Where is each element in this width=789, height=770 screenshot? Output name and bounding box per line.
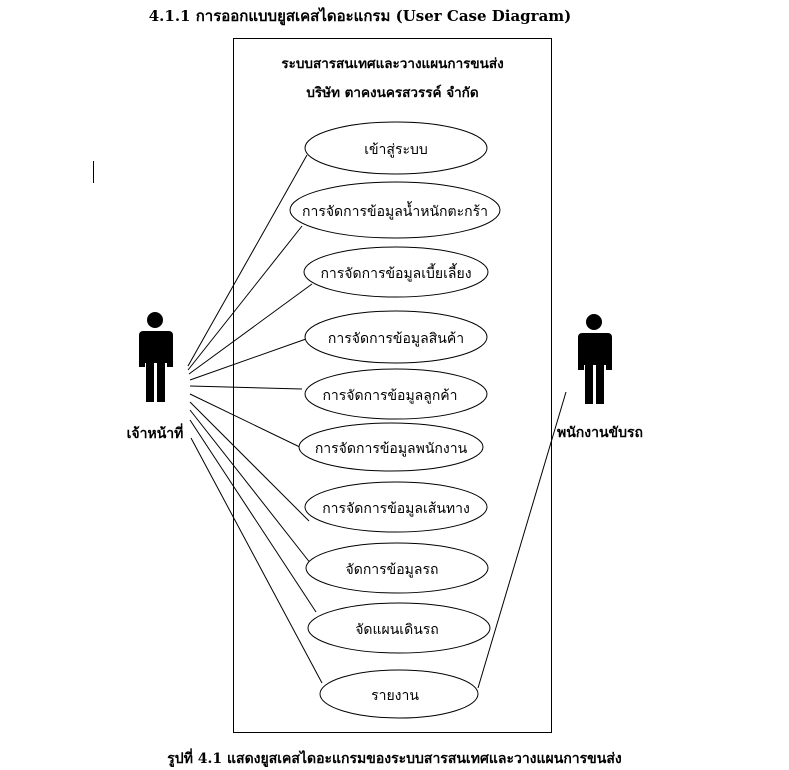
system-boundary xyxy=(233,38,552,733)
assoc-line-driver-report xyxy=(477,391,567,689)
assoc-line-report xyxy=(190,437,323,684)
use-case-login: เข้าสู่ระบบ xyxy=(364,142,428,158)
assoc-line-product xyxy=(189,338,307,381)
use-case-report: รายงาน xyxy=(371,688,419,704)
assoc-line-allowance xyxy=(188,283,313,375)
use-case-product: การจัดการข้อมูลสินค้า xyxy=(328,331,464,347)
system-title-line1: ระบบสารสนเทศและวางแผนการขนส่ง xyxy=(281,56,504,72)
driver-actor-icon xyxy=(578,314,612,404)
use-case-basket-weight: การจัดการข้อมูลน้ำหนักตะกร้า xyxy=(302,201,488,220)
actor-label-officer: เจ้าหน้าที่ xyxy=(127,423,184,442)
use-case-ellipses xyxy=(289,121,501,719)
assoc-line-plan xyxy=(189,419,317,613)
use-case-ellipse xyxy=(319,669,479,719)
officer-actor-icon xyxy=(139,312,173,402)
use-case-ellipse xyxy=(304,481,488,533)
use-case-employee: การจัดการข้อมูลพนักงาน xyxy=(315,441,468,457)
use-case-vehicle: จัดการข้อมูลรถ xyxy=(346,562,439,578)
use-case-route: การจัดการข้อมูลเส้นทาง xyxy=(322,501,470,517)
actor-label-driver: พนักงานขับรถ xyxy=(557,425,643,441)
use-case-ellipse xyxy=(305,542,489,594)
assoc-line-employee xyxy=(189,393,307,451)
section-heading: 4.1.1 การออกแบบยูสเคสไดอะแกรม (User Case… xyxy=(148,7,572,25)
use-case-ellipse xyxy=(304,368,488,420)
use-case-customer: การจัดการข้อมูลลูกค้า xyxy=(322,388,457,404)
use-case-ellipse xyxy=(289,181,501,239)
use-case-allowance: การจัดการข้อมูลเบี้ยเลี้ยง xyxy=(320,263,471,282)
assoc-line-login xyxy=(187,154,308,367)
text-cursor xyxy=(93,161,94,183)
use-case-ellipse xyxy=(304,121,488,175)
use-case-ellipse xyxy=(303,246,489,298)
use-case-ellipse xyxy=(298,422,484,472)
assoc-line-basket-weight xyxy=(187,225,303,371)
assoc-line-customer xyxy=(189,385,303,390)
system-title-line2: บริษัท ตาคงนครสวรรค์ จำกัด xyxy=(306,85,479,101)
assoc-line-vehicle xyxy=(189,409,312,565)
associations xyxy=(187,154,567,689)
use-case-ellipse xyxy=(307,602,491,654)
use-case-trip-plan: จัดแผนเดินรถ xyxy=(355,622,439,638)
figure-caption: รูปที่ 4.1 แสดงยูสเคสไดอะแกรมของระบบสารส… xyxy=(167,751,622,767)
assoc-line-route xyxy=(189,401,310,522)
use-case-ellipse xyxy=(304,310,488,364)
use-case-labels: เข้าสู่ระบบ การจัดการข้อมูลน้ำหนักตะกร้า… xyxy=(302,142,488,704)
